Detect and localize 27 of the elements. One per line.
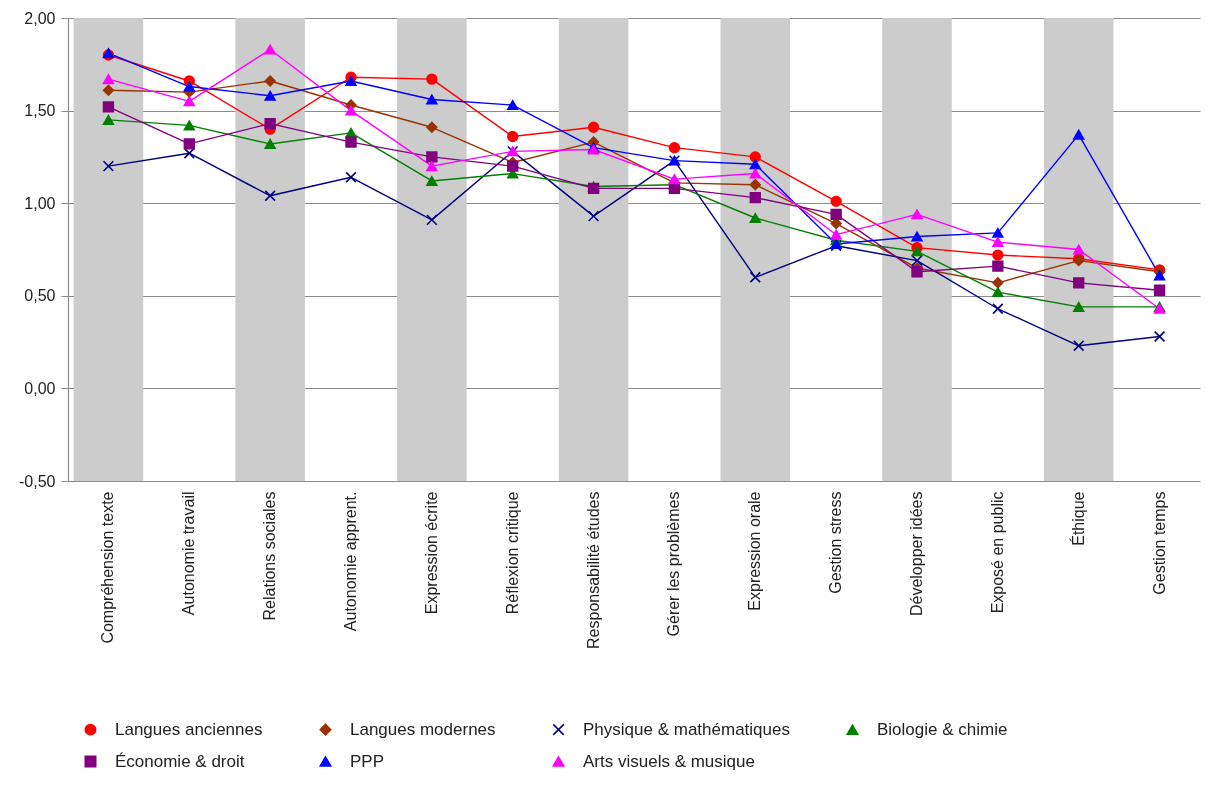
y-tick-label: 2,00 — [24, 9, 56, 27]
x-tick-label: Responsabilité études — [584, 491, 602, 649]
x-tick-label: Compréhension texte — [99, 491, 117, 644]
x-tick-label: Gestion temps — [1150, 491, 1168, 595]
legend-label: Langues anciennes — [115, 719, 263, 739]
x-tick-label: Réflexion critique — [503, 491, 521, 615]
legend-label: Physique & mathématiques — [583, 719, 790, 739]
y-tick-label: 0,50 — [24, 287, 56, 305]
x-tick-label: Exposé en public — [988, 491, 1006, 614]
y-tick-label: 1,50 — [24, 102, 56, 120]
x-tick-label: Gestion stress — [827, 491, 845, 594]
legend-label: Arts visuels & musique — [583, 751, 755, 771]
x-tick-label: Gérer les problèmes — [665, 491, 683, 637]
x-tick-label: Autonomie travail — [180, 491, 198, 616]
legend-label: PPP — [350, 751, 385, 771]
x-tick-label: Expression écrite — [422, 491, 440, 615]
y-tick-label: -0,50 — [19, 472, 56, 490]
y-tick-label: 0,00 — [24, 379, 56, 397]
legend-label: Langues modernes — [350, 719, 496, 739]
x-tick-label: Expression orale — [746, 491, 764, 611]
legend-label: Économie & droit — [115, 751, 245, 771]
x-tick-label: Développer idées — [908, 491, 925, 617]
x-tick-label: Relations sociales — [261, 491, 279, 621]
legend-label: Biologie & chimie — [877, 719, 1008, 739]
x-tick-label: Autonomie apprent. — [342, 491, 359, 632]
x-tick-label: Éthique — [1068, 491, 1087, 546]
y-tick-label: 1,00 — [24, 194, 56, 212]
